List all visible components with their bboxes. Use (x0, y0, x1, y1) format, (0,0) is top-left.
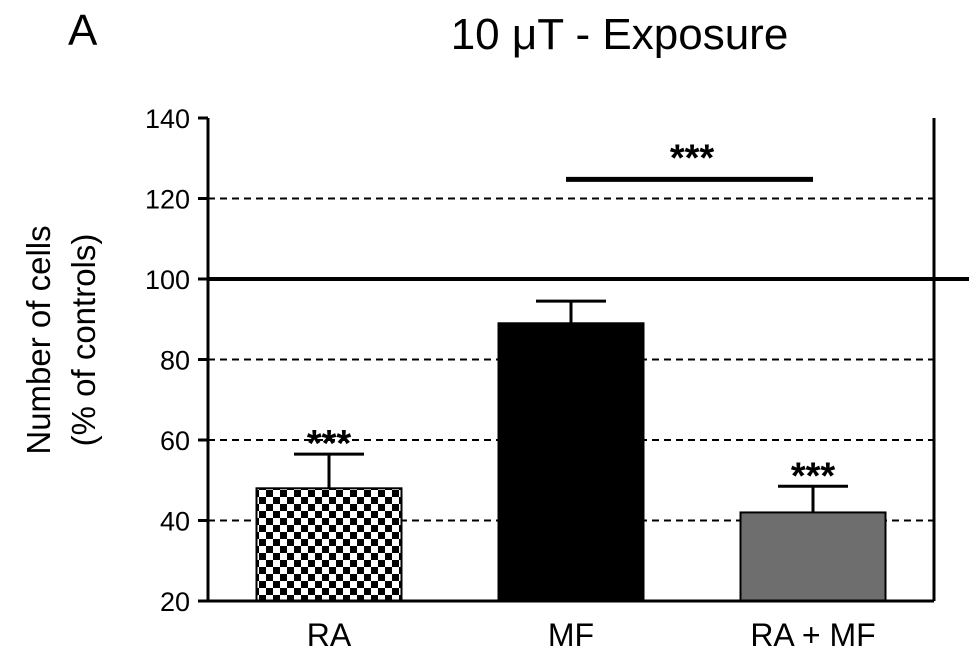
category-label: RA + MF (750, 617, 875, 653)
panel-letter: A (68, 6, 98, 55)
y-tick-label: 40 (160, 507, 190, 537)
bar (255, 487, 403, 602)
bar (497, 322, 645, 602)
y-tick-label: 20 (160, 587, 190, 617)
chart-title: 10 μT - Exposure (450, 10, 789, 59)
significance-marker: *** (670, 137, 715, 179)
bar (739, 511, 887, 603)
significance-marker: *** (307, 423, 352, 465)
category-label: MF (548, 617, 594, 653)
y-axis-label: Number of cells (20, 225, 57, 454)
y-tick-label: 80 (160, 346, 190, 376)
y-axis-label-line2: (% of controls) (65, 234, 102, 447)
y-tick-label: 60 (160, 426, 190, 456)
y-tick-label: 140 (145, 104, 190, 134)
significance-marker: *** (791, 455, 836, 497)
category-label: RA (307, 617, 352, 653)
y-tick-label: 120 (145, 185, 190, 215)
y-tick-label: 100 (145, 265, 190, 295)
